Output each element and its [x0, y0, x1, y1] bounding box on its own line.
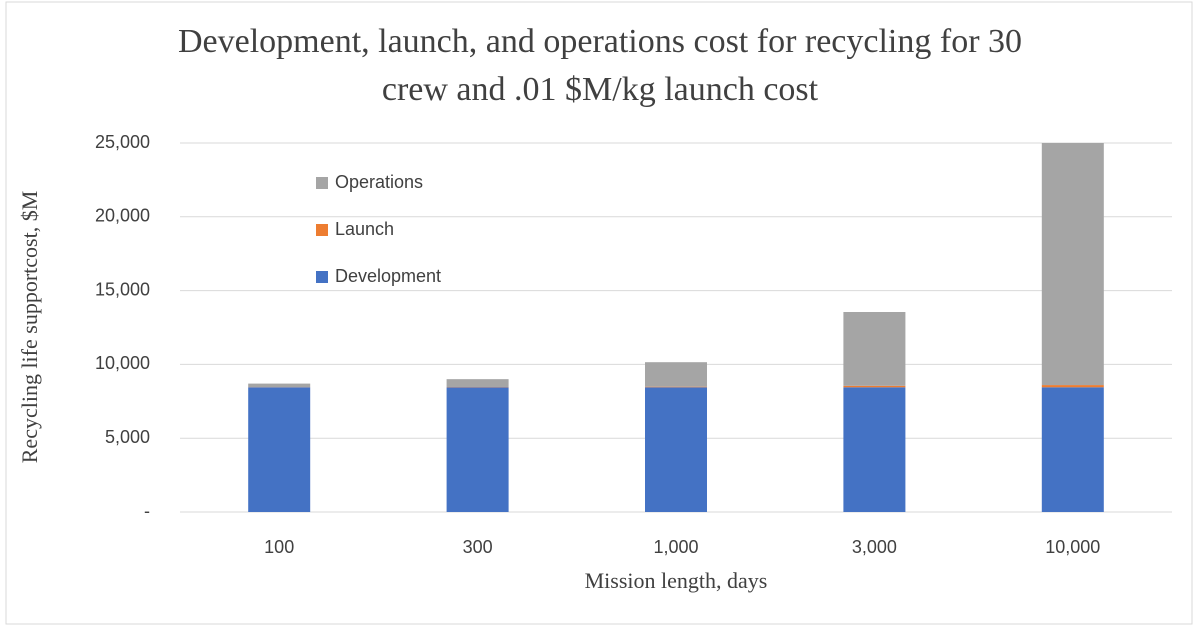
legend-label: Development [335, 266, 441, 286]
y-tick-label: 15,000 [95, 279, 150, 299]
y-tick-label: 5,000 [105, 427, 150, 447]
bar-segment [843, 385, 906, 388]
chart-title: Development, launch, and operations cost… [177, 23, 1023, 108]
y-tick-label: 25,000 [95, 132, 150, 152]
chart-border [5, 1, 1193, 625]
x-tick-label: 300 [463, 537, 493, 557]
x-tick-label: 10,000 [1045, 537, 1100, 557]
bar-segment [446, 379, 509, 387]
x-tick-label: 1,000 [653, 537, 698, 557]
bar-segment [645, 362, 707, 387]
bar-segment [248, 387, 311, 512]
x-tick-label: 100 [264, 537, 294, 557]
x-tick-label: 3,000 [852, 537, 897, 557]
bar-segment [843, 387, 906, 512]
x-axis-label: Mission length, days [585, 568, 768, 593]
legend-label: Operations [335, 172, 423, 192]
legend-swatch [316, 177, 328, 189]
y-tick-label: 20,000 [95, 206, 150, 226]
legend-swatch [316, 224, 328, 236]
legend-label: Launch [335, 219, 394, 239]
bar-segment [1041, 143, 1104, 386]
y-tick-label: 10,000 [95, 353, 150, 373]
bar-segment [248, 383, 311, 388]
bar-segment [645, 387, 707, 512]
bar-segment [645, 386, 707, 388]
y-tick-label: - [144, 501, 150, 521]
legend-swatch [316, 271, 328, 283]
bar-segment [446, 387, 509, 512]
bar-segment [843, 312, 906, 386]
bar-segment [1041, 387, 1104, 512]
bar-segment [1041, 385, 1104, 388]
y-axis-label: Recycling life supportcost, $M [17, 191, 42, 464]
